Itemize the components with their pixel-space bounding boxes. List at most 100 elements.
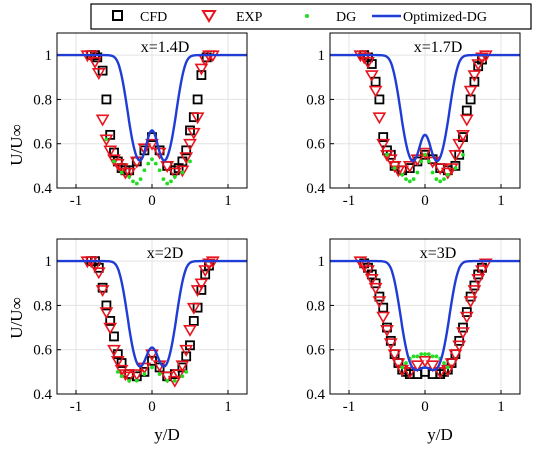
dg-point	[404, 361, 408, 365]
exp-point	[186, 127, 201, 140]
dg-point	[180, 170, 185, 175]
exp-point	[456, 327, 470, 340]
exp-point	[179, 344, 194, 357]
dg-point	[119, 374, 124, 379]
y-tick-label: 0.6	[306, 137, 325, 153]
exp-point	[99, 134, 114, 147]
exp-point	[368, 85, 383, 98]
dg-point	[426, 159, 431, 164]
exp-point	[179, 152, 194, 165]
dg-point	[419, 352, 424, 357]
y-tick-label: 0.8	[306, 298, 325, 314]
x-tick-label: 0	[421, 193, 429, 209]
cfd-point	[192, 94, 203, 105]
dg-point	[142, 372, 147, 376]
dg-point	[434, 354, 439, 359]
dg-point	[434, 177, 439, 182]
axes-frame	[56, 32, 248, 189]
dg-point	[172, 175, 177, 179]
dg-point	[442, 177, 446, 182]
exp-point	[145, 349, 159, 362]
exp-point	[190, 112, 205, 125]
y-tick-label: 1	[45, 254, 53, 270]
y-tick-label: 0.6	[306, 343, 325, 359]
dg-point	[165, 378, 170, 383]
exp-point	[467, 70, 482, 83]
exp-point	[122, 167, 137, 180]
exp-point	[137, 143, 152, 156]
dg-point	[423, 352, 427, 357]
dg-point	[438, 179, 443, 184]
exp-point	[471, 274, 486, 286]
legend-cfd-marker	[112, 10, 123, 21]
y-tick-label: 0.6	[33, 343, 52, 359]
exp-point	[444, 358, 459, 371]
x-tick-label: -1	[343, 193, 356, 209]
dg-point	[400, 365, 405, 370]
dg-point	[392, 166, 397, 170]
y-tick-label: 0.4	[33, 387, 52, 403]
dg-point	[180, 374, 185, 379]
dg-point	[146, 161, 151, 166]
exp-point	[463, 296, 478, 309]
y-tick-label: 0.4	[33, 181, 52, 197]
y-tick-label: 1	[318, 254, 326, 270]
optimized-dg-curve	[57, 53, 247, 162]
dg-point	[138, 177, 143, 182]
dg-point	[184, 369, 189, 374]
exp-point	[478, 258, 493, 271]
exp-point	[364, 274, 379, 286]
cfd-point	[461, 105, 472, 116]
exp-point	[95, 114, 110, 127]
axes-frame	[329, 32, 521, 189]
x-tick-label: -1	[70, 399, 83, 415]
exp-point	[383, 338, 398, 351]
exp-point	[376, 138, 391, 151]
panel-2: -1 0 1 0.4 0.6 0.8 1 x=1.7D	[306, 32, 521, 209]
series-layer	[57, 50, 247, 186]
dg-point	[404, 177, 408, 182]
exp-point	[107, 344, 121, 357]
dg-point	[430, 354, 435, 359]
exp-point	[448, 349, 463, 362]
dg-point	[104, 137, 109, 142]
dg-point	[153, 161, 158, 166]
exp-point	[198, 265, 213, 278]
exp-point	[410, 360, 425, 373]
exp-point	[383, 154, 398, 167]
dg-point	[134, 378, 139, 383]
exp-point	[129, 369, 144, 382]
y-tick-label: 0.6	[33, 137, 52, 153]
exp-point	[471, 59, 486, 72]
y-axis-title-top-left: U/U∞	[7, 124, 26, 165]
dg-point	[426, 352, 431, 357]
x-tick-label: 0	[148, 193, 156, 209]
exp-point	[186, 302, 201, 315]
exp-point	[372, 112, 387, 125]
legend-dg-label: DG	[336, 10, 356, 25]
x-tick-label: -1	[343, 399, 356, 415]
dg-point	[407, 179, 412, 184]
dg-point	[119, 170, 124, 175]
exp-point	[376, 311, 391, 324]
exp-point	[103, 322, 118, 335]
exp-point	[194, 63, 209, 76]
dg-point	[461, 152, 465, 157]
y-tick-label: 0.4	[306, 181, 325, 197]
dg-point	[400, 172, 405, 177]
dg-point	[127, 175, 132, 179]
exp-point	[452, 138, 467, 151]
exp-point	[145, 138, 159, 151]
x-tick-label: -1	[70, 193, 83, 209]
exp-point	[167, 375, 182, 388]
dg-point	[157, 372, 162, 376]
exp-point	[368, 282, 383, 295]
dg-point	[150, 157, 154, 162]
dg-point	[134, 181, 139, 186]
dg-point	[445, 365, 450, 370]
exp-point	[183, 138, 197, 151]
panel-title: x=1.7D	[414, 39, 463, 56]
dg-point	[423, 152, 427, 157]
legend-optimized-dg-label: Optimized-DG	[403, 10, 487, 25]
exp-point	[402, 161, 417, 173]
